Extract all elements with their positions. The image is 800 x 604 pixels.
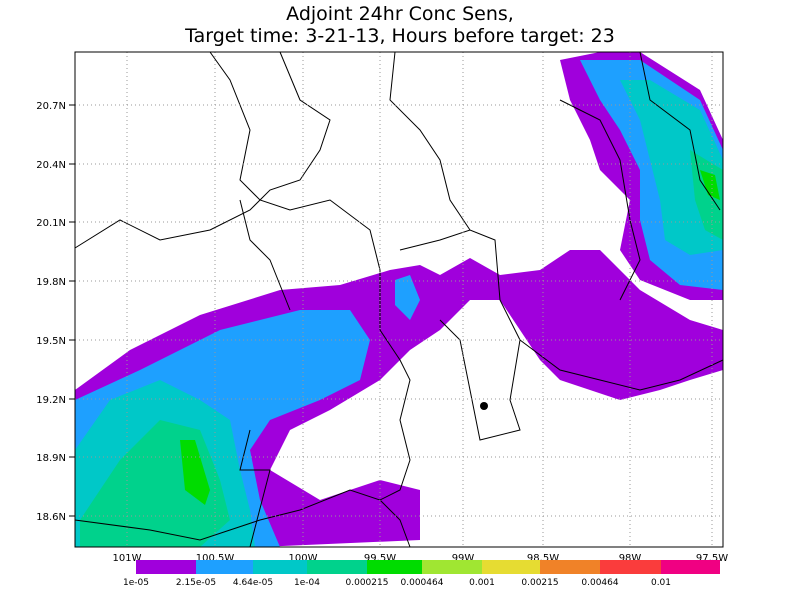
lat-label: 20.1N — [36, 218, 66, 229]
lon-label: 98.5W — [527, 553, 559, 564]
lon-label: 99.5W — [364, 553, 396, 564]
title-line2: Target time: 3-21-13, Hours before targe… — [184, 25, 615, 47]
colorbar-box — [253, 560, 307, 574]
lon-label: 101W — [113, 553, 142, 564]
colorbar-box — [482, 560, 540, 574]
lon-label: 97.5W — [696, 553, 728, 564]
lat-label: 18.6N — [36, 512, 66, 523]
colorbar-box — [661, 560, 720, 574]
title-line1: Adjoint 24hr Conc Sens, — [286, 3, 514, 25]
lat-label: 20.4N — [36, 160, 66, 171]
colorbar-label: 4.64e-05 — [233, 578, 273, 588]
lat-label: 19.8N — [36, 277, 66, 288]
colorbar-box — [307, 560, 367, 574]
colorbar-label: 0.001 — [469, 578, 495, 588]
lon-label: 100W — [289, 553, 318, 564]
colorbar-label: 1e-04 — [294, 578, 320, 588]
colorbar-box — [422, 560, 482, 574]
colorbar: 1e-05 2.15e-05 4.64e-05 1e-04 0.000215 0.0004… — [123, 560, 720, 588]
colorbar-box — [367, 560, 422, 574]
colorbar-label: 2.15e-05 — [176, 578, 216, 588]
colorbar-box — [196, 560, 253, 574]
colorbar-label: 0.000215 — [346, 578, 389, 588]
colorbar-box — [600, 560, 661, 574]
colorbar-box — [540, 560, 600, 574]
target-point — [480, 402, 488, 410]
colorbar-label: 1e-05 — [123, 578, 149, 588]
lat-label: 18.9N — [36, 453, 66, 464]
lat-label: 20.7N — [36, 101, 66, 112]
lon-label: 98W — [619, 553, 642, 564]
lat-label: 19.5N — [36, 336, 66, 347]
colorbar-label: 0.00464 — [581, 578, 618, 588]
lat-label: 19.2N — [36, 395, 66, 406]
axes: 20.7N 20.4N 20.1N 19.8N 19.5N 19.2N 18.9N 18.6N… — [36, 52, 728, 564]
lon-label: 100.5W — [196, 553, 235, 564]
colorbar-label: 0.00215 — [521, 578, 558, 588]
colorbar-label: 0.01 — [651, 578, 671, 588]
colorbar-label: 0.000464 — [401, 578, 444, 588]
plume — [75, 52, 723, 547]
plot-frame — [74, 51, 724, 548]
lon-label: 99W — [452, 553, 475, 564]
colorbar-box — [136, 560, 196, 574]
